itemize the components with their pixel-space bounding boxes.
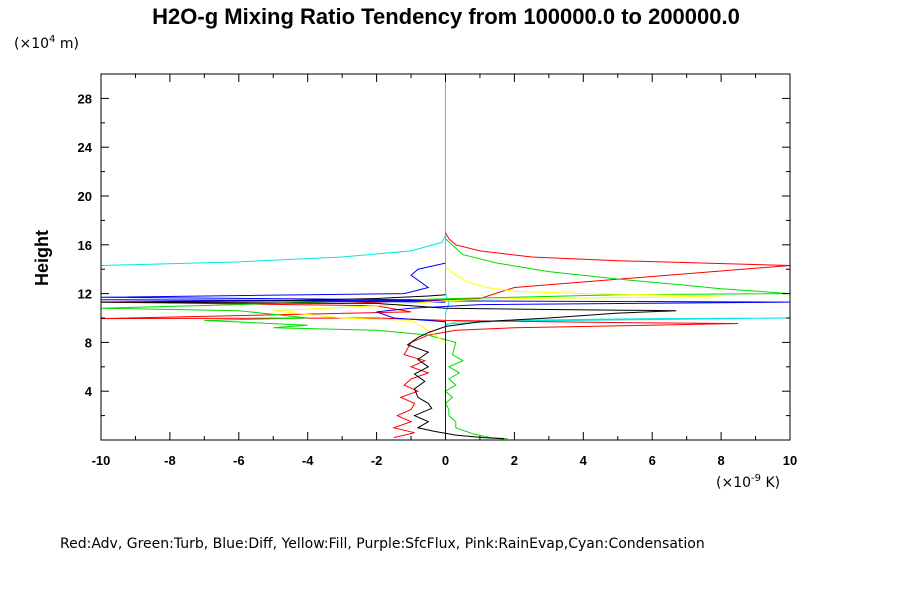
x-tick-label: 8	[717, 453, 724, 468]
series-line-1	[100, 232, 791, 439]
y-axis: 4 8 12 16 20 24 28	[78, 91, 790, 417]
y-unit-label: (×104 m)	[14, 34, 79, 52]
y-tick-label: 20	[78, 189, 92, 204]
x-tick-label: -10	[92, 453, 111, 468]
y-tick-label: 12	[78, 287, 92, 302]
x-tick-label: -6	[233, 453, 245, 468]
y-axis-label: Height	[32, 230, 52, 286]
x-unit-label: (×10-9 K)	[716, 473, 780, 491]
x-tick-label: 0	[442, 453, 449, 468]
series-layer	[100, 74, 791, 440]
y-tick-label: 28	[78, 91, 92, 106]
series-line-4	[273, 266, 722, 343]
chart-title: H2O-g Mixing Ratio Tendency from 100000.…	[152, 4, 740, 29]
y-tick-label: 4	[85, 384, 93, 399]
y-tick-label: 24	[78, 140, 93, 155]
x-axis: -10 -8 -6 -4 -2 0 2 4 6 8 10	[92, 74, 797, 468]
y-tick-label: 8	[85, 335, 92, 350]
y-tick-label: 16	[78, 238, 92, 253]
series-line-5	[100, 294, 677, 440]
x-tick-label: -8	[164, 453, 176, 468]
x-tick-label: 2	[511, 453, 518, 468]
x-tick-label: -4	[302, 453, 314, 468]
x-tick-label: 6	[649, 453, 656, 468]
x-tick-label: -2	[371, 453, 383, 468]
legend-text: Red:Adv, Green:Turb, Blue:Diff, Yellow:F…	[60, 536, 705, 552]
x-tick-label: 4	[580, 453, 588, 468]
series-line-2	[100, 238, 791, 440]
x-tick-label: 10	[783, 453, 797, 468]
